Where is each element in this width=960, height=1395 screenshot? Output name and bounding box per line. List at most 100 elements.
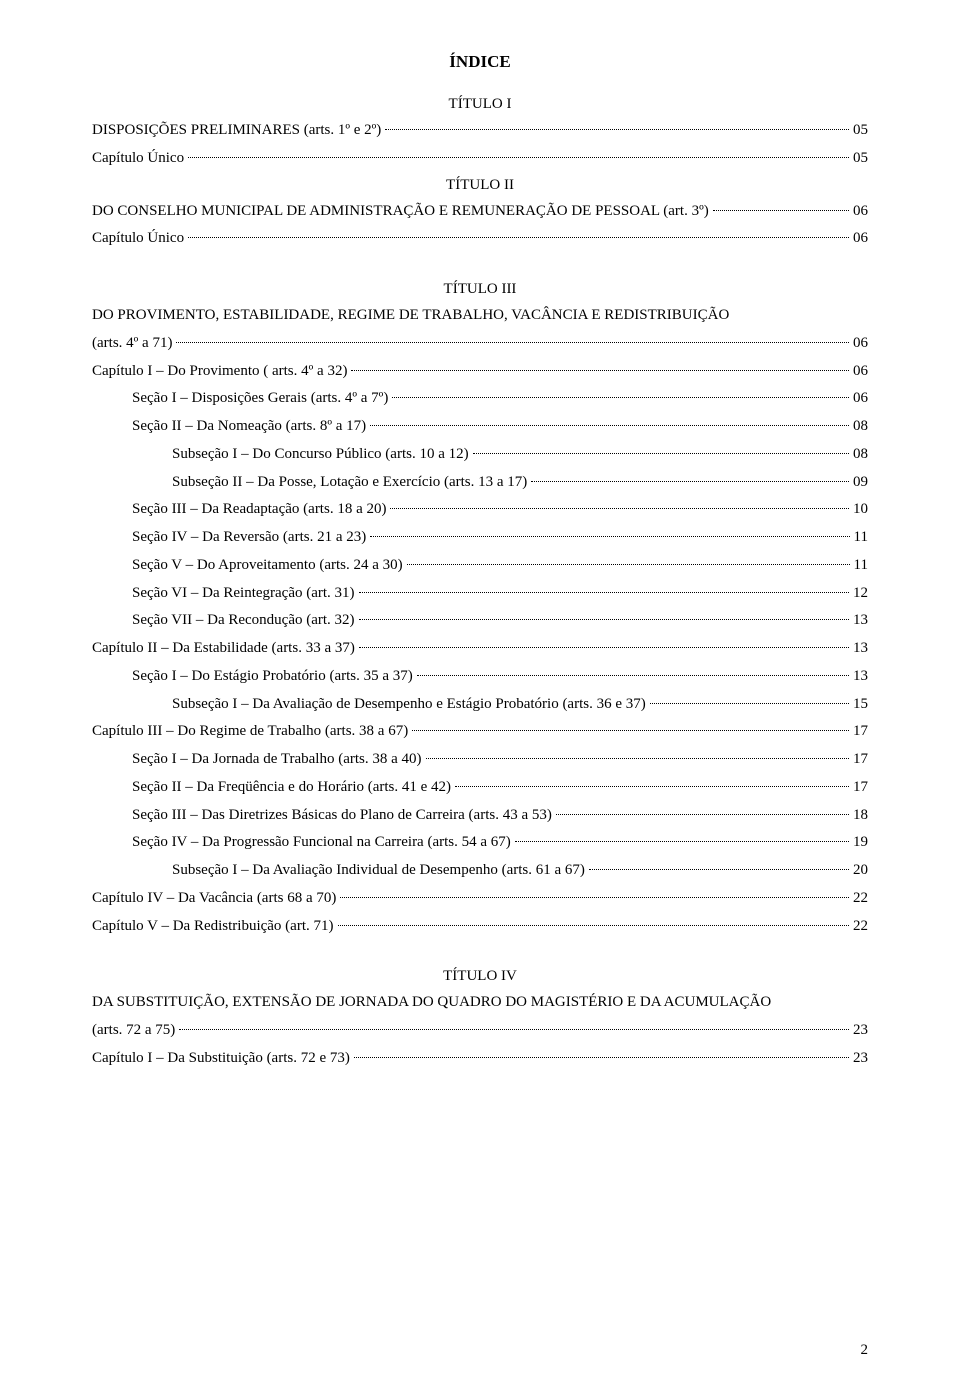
toc-page-number: 19 bbox=[853, 829, 868, 857]
toc-page-number: 06 bbox=[853, 330, 868, 358]
toc-label: Seção IV – Da Progressão Funcional na Ca… bbox=[132, 829, 511, 857]
toc-entry: DO CONSELHO MUNICIPAL DE ADMINISTRAÇÃO E… bbox=[92, 198, 868, 226]
toc-label: Capítulo III – Do Regime de Trabalho (ar… bbox=[92, 718, 408, 746]
toc-page-number: 13 bbox=[853, 635, 868, 663]
leader-dots bbox=[188, 157, 849, 158]
toc-entry: Seção VI – Da Reintegração (art. 31) 12 bbox=[92, 580, 868, 608]
toc-label: (arts. 72 a 75) bbox=[92, 1017, 175, 1045]
leader-dots bbox=[473, 453, 849, 454]
leader-dots bbox=[338, 925, 850, 926]
toc-label: Capítulo II – Da Estabilidade (arts. 33 … bbox=[92, 635, 355, 663]
toc-entry: Capítulo Único 06 bbox=[92, 225, 868, 253]
toc-label: DO CONSELHO MUNICIPAL DE ADMINISTRAÇÃO E… bbox=[92, 198, 709, 226]
toc-page-number: 23 bbox=[853, 1045, 868, 1073]
toc-label: Seção III – Das Diretrizes Básicas do Pl… bbox=[132, 802, 552, 830]
toc-label: Seção III – Da Readaptação (arts. 18 a 2… bbox=[132, 496, 386, 524]
leader-dots bbox=[359, 619, 849, 620]
leader-dots bbox=[370, 425, 849, 426]
leader-dots bbox=[713, 210, 849, 211]
leader-dots bbox=[426, 758, 849, 759]
section-subheading: DO PROVIMENTO, ESTABILIDADE, REGIME DE T… bbox=[92, 302, 868, 330]
toc-entry: (arts. 4º a 71) 06 bbox=[92, 330, 868, 358]
leader-dots bbox=[359, 592, 849, 593]
section-titulo-2: TÍTULO II DO CONSELHO MUNICIPAL DE ADMIN… bbox=[92, 177, 868, 254]
section-heading: TÍTULO III bbox=[92, 281, 868, 298]
toc-page-number: 08 bbox=[853, 441, 868, 469]
page-number: 2 bbox=[861, 1342, 869, 1359]
leader-dots bbox=[351, 370, 849, 371]
leader-dots bbox=[417, 675, 849, 676]
toc-page-number: 09 bbox=[853, 469, 868, 497]
toc-page-number: 17 bbox=[853, 718, 868, 746]
toc-label: Capítulo I – Da Substituição (arts. 72 e… bbox=[92, 1045, 350, 1073]
leader-dots bbox=[589, 869, 849, 870]
toc-page-number: 22 bbox=[853, 885, 868, 913]
toc-label: Subseção II – Da Posse, Lotação e Exercí… bbox=[172, 469, 527, 497]
toc-entry: Seção V – Do Aproveitamento (arts. 24 a … bbox=[92, 552, 868, 580]
page-title: ÍNDICE bbox=[92, 52, 868, 72]
toc-entry: Subseção I – Da Avaliação de Desempenho … bbox=[92, 691, 868, 719]
toc-label: Capítulo I – Do Provimento ( arts. 4º a … bbox=[92, 358, 347, 386]
section-heading: TÍTULO IV bbox=[92, 968, 868, 985]
toc-label: Seção I – Do Estágio Probatório (arts. 3… bbox=[132, 663, 413, 691]
toc-entry: Subseção I – Da Avaliação Individual de … bbox=[92, 857, 868, 885]
toc-page-number: 06 bbox=[853, 385, 868, 413]
toc-entry: Capítulo V – Da Redistribuição (art. 71)… bbox=[92, 913, 868, 941]
leader-dots bbox=[354, 1057, 849, 1058]
toc-entry: Seção II – Da Freqüência e do Horário (a… bbox=[92, 774, 868, 802]
toc-label: Seção IV – Da Reversão (arts. 21 a 23) bbox=[132, 524, 366, 552]
toc-label: Seção II – Da Nomeação (arts. 8º a 17) bbox=[132, 413, 366, 441]
toc-label: Capítulo Único bbox=[92, 225, 184, 253]
leader-dots bbox=[650, 703, 849, 704]
toc-page-number: 08 bbox=[853, 413, 868, 441]
toc-entry: Seção IV – Da Reversão (arts. 21 a 23) 1… bbox=[92, 524, 868, 552]
toc-page-number: 05 bbox=[853, 117, 868, 145]
toc-page-number: 20 bbox=[853, 857, 868, 885]
toc-label: Seção I – Disposições Gerais (arts. 4º a… bbox=[132, 385, 388, 413]
toc-entry: Capítulo Único 05 bbox=[92, 145, 868, 173]
toc-page-number: 11 bbox=[854, 524, 868, 552]
toc-entry: Seção IV – Da Progressão Funcional na Ca… bbox=[92, 829, 868, 857]
toc-entry: Seção I – Disposições Gerais (arts. 4º a… bbox=[92, 385, 868, 413]
toc-label: Subseção I – Do Concurso Público (arts. … bbox=[172, 441, 469, 469]
toc-label: Seção V – Do Aproveitamento (arts. 24 a … bbox=[132, 552, 403, 580]
toc-entry: Capítulo I – Da Substituição (arts. 72 e… bbox=[92, 1045, 868, 1073]
toc-page-number: 05 bbox=[853, 145, 868, 173]
leader-dots bbox=[385, 129, 849, 130]
page: ÍNDICE TÍTULO I DISPOSIÇÕES PRELIMINARES… bbox=[0, 0, 960, 1395]
toc-label: Subseção I – Da Avaliação Individual de … bbox=[172, 857, 585, 885]
toc-page-number: 13 bbox=[853, 607, 868, 635]
leader-dots bbox=[340, 897, 849, 898]
toc-page-number: 06 bbox=[853, 225, 868, 253]
toc-page-number: 22 bbox=[853, 913, 868, 941]
section-heading: TÍTULO II bbox=[92, 177, 868, 194]
toc-page-number: 17 bbox=[853, 746, 868, 774]
toc-page-number: 17 bbox=[853, 774, 868, 802]
toc-entry: Seção III – Da Readaptação (arts. 18 a 2… bbox=[92, 496, 868, 524]
toc-page-number: 06 bbox=[853, 358, 868, 386]
toc-entry: Subseção II – Da Posse, Lotação e Exercí… bbox=[92, 469, 868, 497]
toc-label: Capítulo Único bbox=[92, 145, 184, 173]
toc-page-number: 12 bbox=[853, 580, 868, 608]
toc-entry: DISPOSIÇÕES PRELIMINARES (arts. 1º e 2º)… bbox=[92, 117, 868, 145]
leader-dots bbox=[455, 786, 849, 787]
toc-label: DISPOSIÇÕES PRELIMINARES (arts. 1º e 2º) bbox=[92, 117, 381, 145]
leader-dots bbox=[188, 237, 849, 238]
toc-page-number: 13 bbox=[853, 663, 868, 691]
toc-label: (arts. 4º a 71) bbox=[92, 330, 172, 358]
leader-dots bbox=[556, 814, 849, 815]
section-titulo-3: TÍTULO III DO PROVIMENTO, ESTABILIDADE, … bbox=[92, 281, 868, 940]
leader-dots bbox=[370, 536, 849, 537]
toc-label: Seção VII – Da Recondução (art. 32) bbox=[132, 607, 355, 635]
section-titulo-4: TÍTULO IV DA SUBSTITUIÇÃO, EXTENSÃO DE J… bbox=[92, 968, 868, 1072]
toc-page-number: 11 bbox=[854, 552, 868, 580]
toc-page-number: 06 bbox=[853, 198, 868, 226]
toc-label: Subseção I – Da Avaliação de Desempenho … bbox=[172, 691, 646, 719]
toc-entry: (arts. 72 a 75) 23 bbox=[92, 1017, 868, 1045]
toc-entry: Subseção I – Do Concurso Público (arts. … bbox=[92, 441, 868, 469]
toc-entry: Seção III – Das Diretrizes Básicas do Pl… bbox=[92, 802, 868, 830]
toc-page-number: 15 bbox=[853, 691, 868, 719]
toc-label: Seção VI – Da Reintegração (art. 31) bbox=[132, 580, 355, 608]
toc-page-number: 23 bbox=[853, 1017, 868, 1045]
leader-dots bbox=[176, 342, 849, 343]
